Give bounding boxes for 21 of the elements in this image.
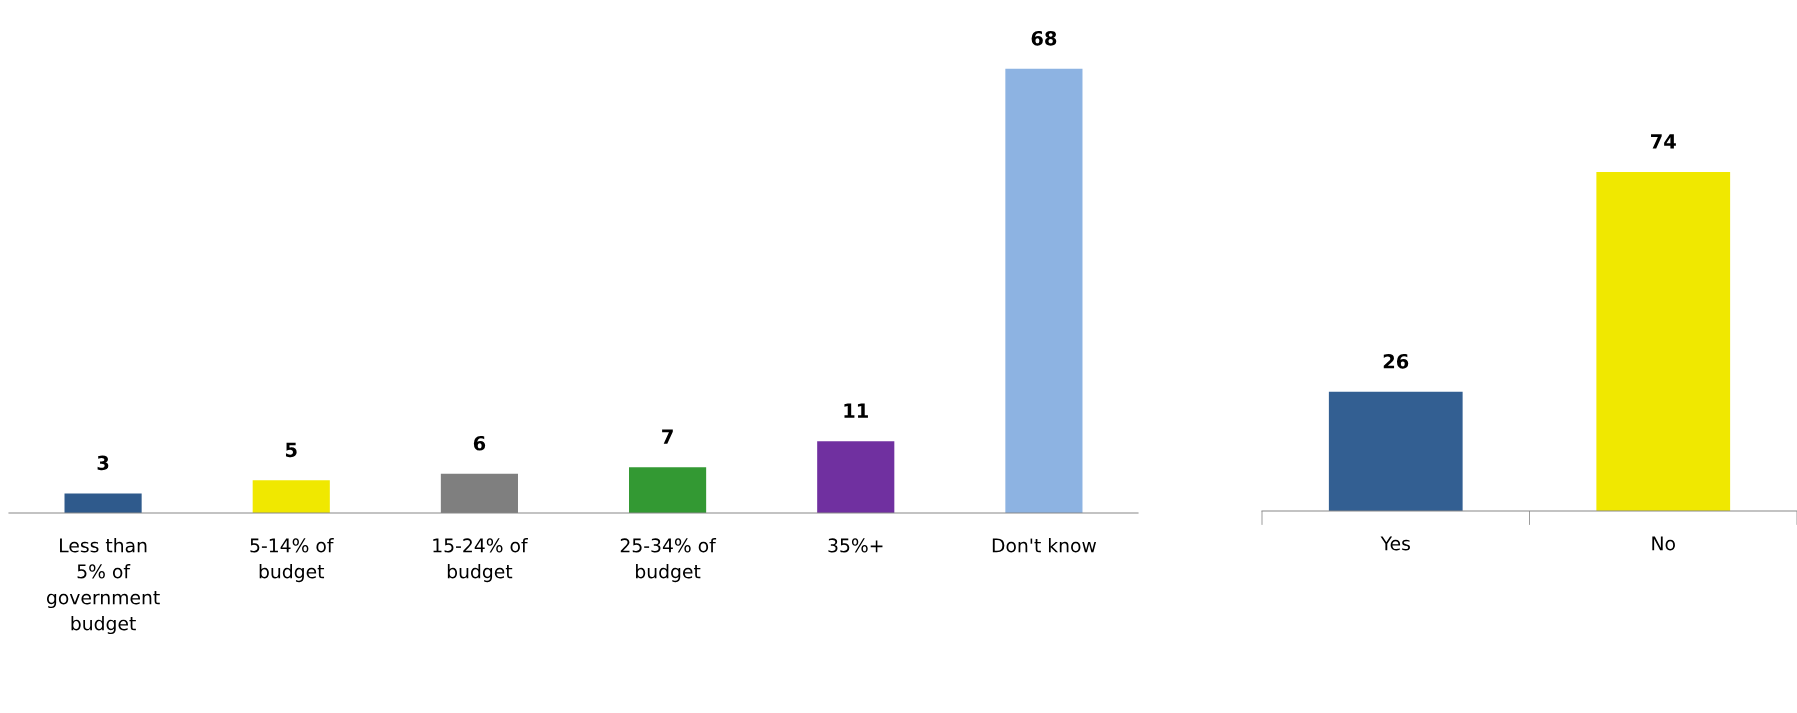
x-tick-label: Yes: [1380, 536, 1410, 551]
x-tick-label: 5-14% of budget: [250, 538, 334, 583]
data-label: 7: [662, 429, 673, 444]
bar: [252, 480, 330, 513]
x-tick-label: 25-34% of budget: [620, 538, 717, 583]
data-label: 5: [285, 442, 297, 458]
x-tick-label: Don't know: [992, 538, 1097, 553]
data-label: 74: [1651, 134, 1676, 149]
data-label: 6: [473, 435, 486, 451]
bar: [817, 441, 895, 513]
data-label: 3: [97, 455, 109, 471]
bar: [1005, 68, 1083, 513]
bar: [64, 493, 142, 513]
x-tick-label: 15-24% of budget: [433, 538, 528, 583]
bar: [629, 467, 707, 513]
x-tick-label: Less than 5% of government budget: [46, 538, 160, 635]
x-tick-label: 35%+: [828, 538, 883, 553]
x-tick-label: No: [1652, 536, 1675, 551]
data-label: 68: [1031, 30, 1057, 46]
data-label: 11: [844, 403, 868, 418]
data-label: 26: [1383, 353, 1409, 369]
